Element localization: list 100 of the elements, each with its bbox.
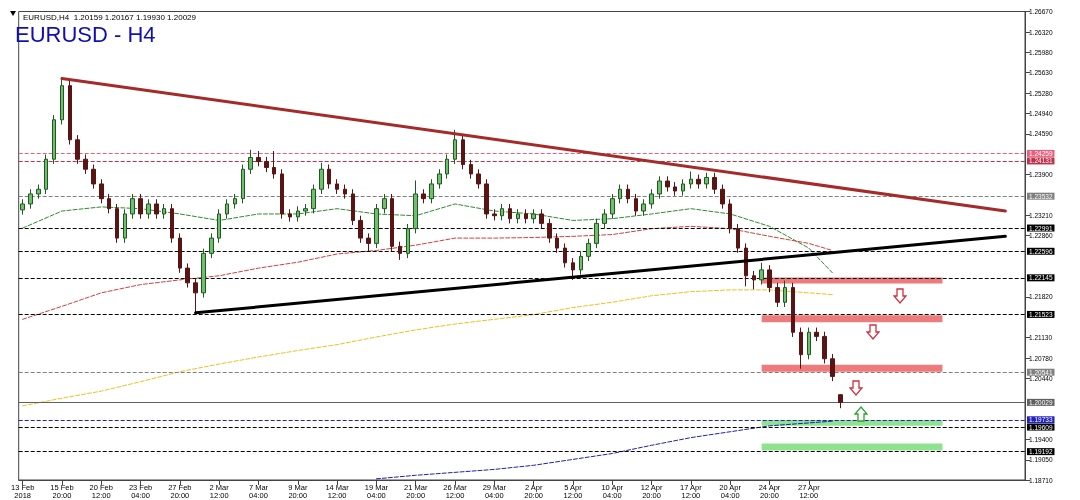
candlestick — [52, 114, 56, 165]
candlestick — [413, 179, 418, 234]
candlestick — [563, 242, 567, 269]
candlestick — [516, 208, 520, 224]
candlestick — [728, 198, 732, 234]
candlestick — [626, 184, 630, 204]
candlestick — [28, 188, 33, 210]
candlestick — [752, 270, 756, 290]
candlestick — [75, 134, 80, 165]
candlestick — [209, 232, 214, 259]
candlestick — [641, 198, 646, 217]
candlestick — [531, 208, 536, 224]
candlestick — [500, 203, 504, 221]
candlestick — [429, 178, 434, 204]
candlestick — [689, 171, 693, 190]
chart-subtitle: EURUSD,H4 1.20159 1.20167 1.19930 1.20029 — [23, 12, 197, 22]
candlestick — [657, 175, 662, 200]
candlestick — [272, 150, 276, 180]
candlestick — [484, 178, 489, 220]
line-series — [22, 225, 833, 320]
candlestick — [68, 80, 72, 146]
candlestick — [44, 154, 48, 195]
candlestick — [579, 251, 583, 276]
candlestick — [264, 156, 269, 173]
candlestick — [791, 282, 795, 338]
candlestick — [830, 353, 835, 382]
candlestick — [744, 242, 748, 287]
candlestick — [445, 154, 449, 180]
candlestick — [288, 208, 292, 223]
candlestick — [217, 208, 221, 244]
candlestick — [508, 203, 512, 224]
candlestick — [280, 168, 284, 220]
candlestick — [130, 193, 135, 220]
candlestick — [233, 193, 237, 210]
candlestick — [665, 175, 670, 193]
candlestick — [469, 159, 473, 180]
candlestick — [303, 203, 308, 217]
candlestick — [649, 188, 654, 210]
line-series — [375, 420, 833, 480]
candlestick — [421, 188, 426, 204]
candlestick — [453, 129, 457, 165]
candlestick — [201, 248, 206, 299]
candlestick — [547, 218, 552, 244]
candlestick — [783, 279, 787, 308]
candlestick — [681, 178, 685, 197]
candlestick — [602, 208, 607, 229]
candlestick — [586, 238, 591, 262]
candlestick — [296, 205, 300, 223]
candlestick — [775, 282, 780, 308]
candlestick — [241, 164, 245, 204]
candlestick — [618, 184, 622, 204]
line-series — [22, 289, 833, 407]
candlestick — [36, 184, 41, 200]
candlestick — [571, 257, 575, 281]
candlestick — [91, 164, 96, 190]
candlestick — [335, 178, 339, 195]
candlestick — [799, 327, 803, 370]
candlestick — [673, 181, 677, 197]
candlestick — [634, 193, 638, 217]
candlestick — [99, 178, 104, 204]
candlestick — [170, 203, 174, 244]
candlestick — [178, 232, 182, 274]
candlestick — [476, 168, 481, 190]
candlestick — [437, 168, 442, 190]
candlestick — [767, 264, 772, 293]
candlestick — [390, 193, 394, 252]
candlestick — [311, 184, 316, 214]
candlestick — [83, 154, 88, 175]
candlestick — [146, 198, 151, 220]
candlestick — [185, 262, 190, 289]
candlestick — [162, 203, 166, 220]
line-series — [22, 203, 833, 274]
candlestick — [492, 208, 497, 221]
candlestick — [610, 193, 615, 220]
candlestick — [138, 193, 143, 220]
candlestick — [736, 223, 740, 254]
candlestick — [351, 188, 355, 226]
candlestick — [759, 262, 764, 286]
candlestick — [327, 164, 331, 190]
candlestick — [696, 174, 701, 190]
candlestick — [814, 327, 819, 342]
candlestick — [461, 134, 465, 170]
candlestick — [398, 241, 402, 261]
candlestick — [319, 162, 324, 195]
candlestick — [822, 331, 827, 364]
candlestick — [248, 149, 253, 175]
candlestick — [193, 277, 198, 314]
candlestick — [539, 208, 544, 229]
candlestick — [123, 208, 127, 244]
candlestick — [20, 198, 25, 216]
candlestick — [256, 150, 261, 167]
candlestick — [720, 184, 725, 210]
candlestick — [225, 198, 229, 220]
candlestick — [807, 327, 811, 360]
candlestick — [366, 232, 371, 252]
candlestick — [594, 218, 599, 249]
candlestick — [704, 172, 709, 190]
candlestick — [374, 203, 379, 249]
candlestick — [838, 393, 843, 409]
candlestick — [115, 203, 119, 244]
